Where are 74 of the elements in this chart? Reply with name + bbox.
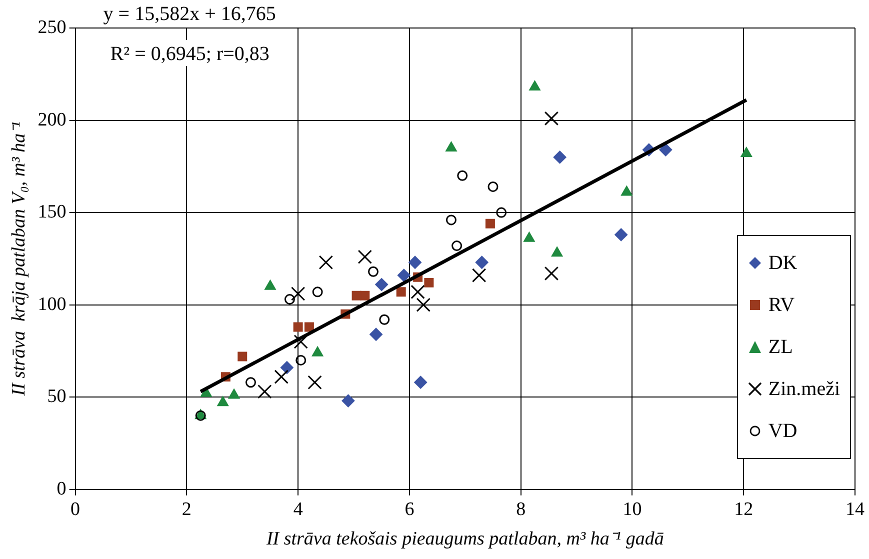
text: y = 15,582x + 16,765 <box>103 3 276 25</box>
point <box>375 278 388 292</box>
point <box>379 314 390 325</box>
x-tick-label: 8 <box>516 498 526 520</box>
x-tick-label: 14 <box>846 498 865 520</box>
point <box>472 268 486 282</box>
y-tick-label: 150 <box>38 202 66 223</box>
y-tick-label: 250 <box>38 16 66 38</box>
point <box>414 376 428 389</box>
point <box>740 147 752 157</box>
point <box>258 384 272 399</box>
point <box>342 394 355 408</box>
point <box>620 186 632 196</box>
point <box>408 256 422 269</box>
point <box>264 280 276 290</box>
point <box>485 218 495 228</box>
point <box>551 246 563 257</box>
legend-label: Zin.meži <box>768 378 840 400</box>
point <box>424 278 434 288</box>
x-tick-label: 12 <box>734 498 754 520</box>
annotation: R² = 0,6945; r=0,83 <box>110 43 270 65</box>
point <box>524 232 535 242</box>
point <box>293 322 303 332</box>
point <box>312 286 323 298</box>
y-tick-label: 200 <box>38 109 66 130</box>
point <box>217 396 229 406</box>
point <box>410 284 425 300</box>
point <box>553 150 566 164</box>
point <box>488 181 498 192</box>
point <box>360 290 370 300</box>
y-tick-label: 0 <box>56 478 66 500</box>
point <box>290 286 306 301</box>
legend-label: RV <box>768 294 795 316</box>
x-tick-label: 4 <box>293 498 304 520</box>
x-tick-label: 6 <box>404 498 414 520</box>
point <box>312 346 324 356</box>
point <box>544 111 559 126</box>
point <box>457 170 468 181</box>
point <box>358 250 372 264</box>
x-tick-label: 10 <box>622 498 642 520</box>
point <box>370 328 383 341</box>
point <box>318 255 334 270</box>
point <box>529 80 540 91</box>
point <box>496 207 507 218</box>
point <box>308 375 322 390</box>
point <box>304 322 314 332</box>
point <box>659 143 672 156</box>
legend-label: ZL <box>768 336 793 358</box>
point <box>446 214 456 226</box>
point <box>614 228 628 242</box>
point <box>475 256 488 269</box>
y-axis-title: II strāva krāja patlaban V₀, m³ ha⁻¹ <box>8 121 30 397</box>
point <box>294 334 308 349</box>
point <box>238 352 248 362</box>
point <box>228 388 240 399</box>
x-tick-label: 0 <box>70 498 80 520</box>
point <box>446 141 457 152</box>
point <box>284 294 295 305</box>
y-tick-label: 100 <box>38 294 66 315</box>
point <box>368 266 379 277</box>
point <box>397 268 410 282</box>
point <box>245 377 256 388</box>
point <box>280 361 294 374</box>
x-tick-label: 2 <box>182 498 192 520</box>
legend-label: DK <box>768 252 798 274</box>
x-axis-title: II strāva tekošais pieaugums patlaban, m³ ha⁻¹ gadā <box>265 528 664 550</box>
point <box>296 354 306 366</box>
y-tick-label: 50 <box>47 386 66 408</box>
point <box>396 287 406 297</box>
legend-label: VD <box>768 420 798 442</box>
point <box>452 240 462 252</box>
point <box>274 370 288 384</box>
point <box>416 298 430 312</box>
point <box>544 266 559 281</box>
